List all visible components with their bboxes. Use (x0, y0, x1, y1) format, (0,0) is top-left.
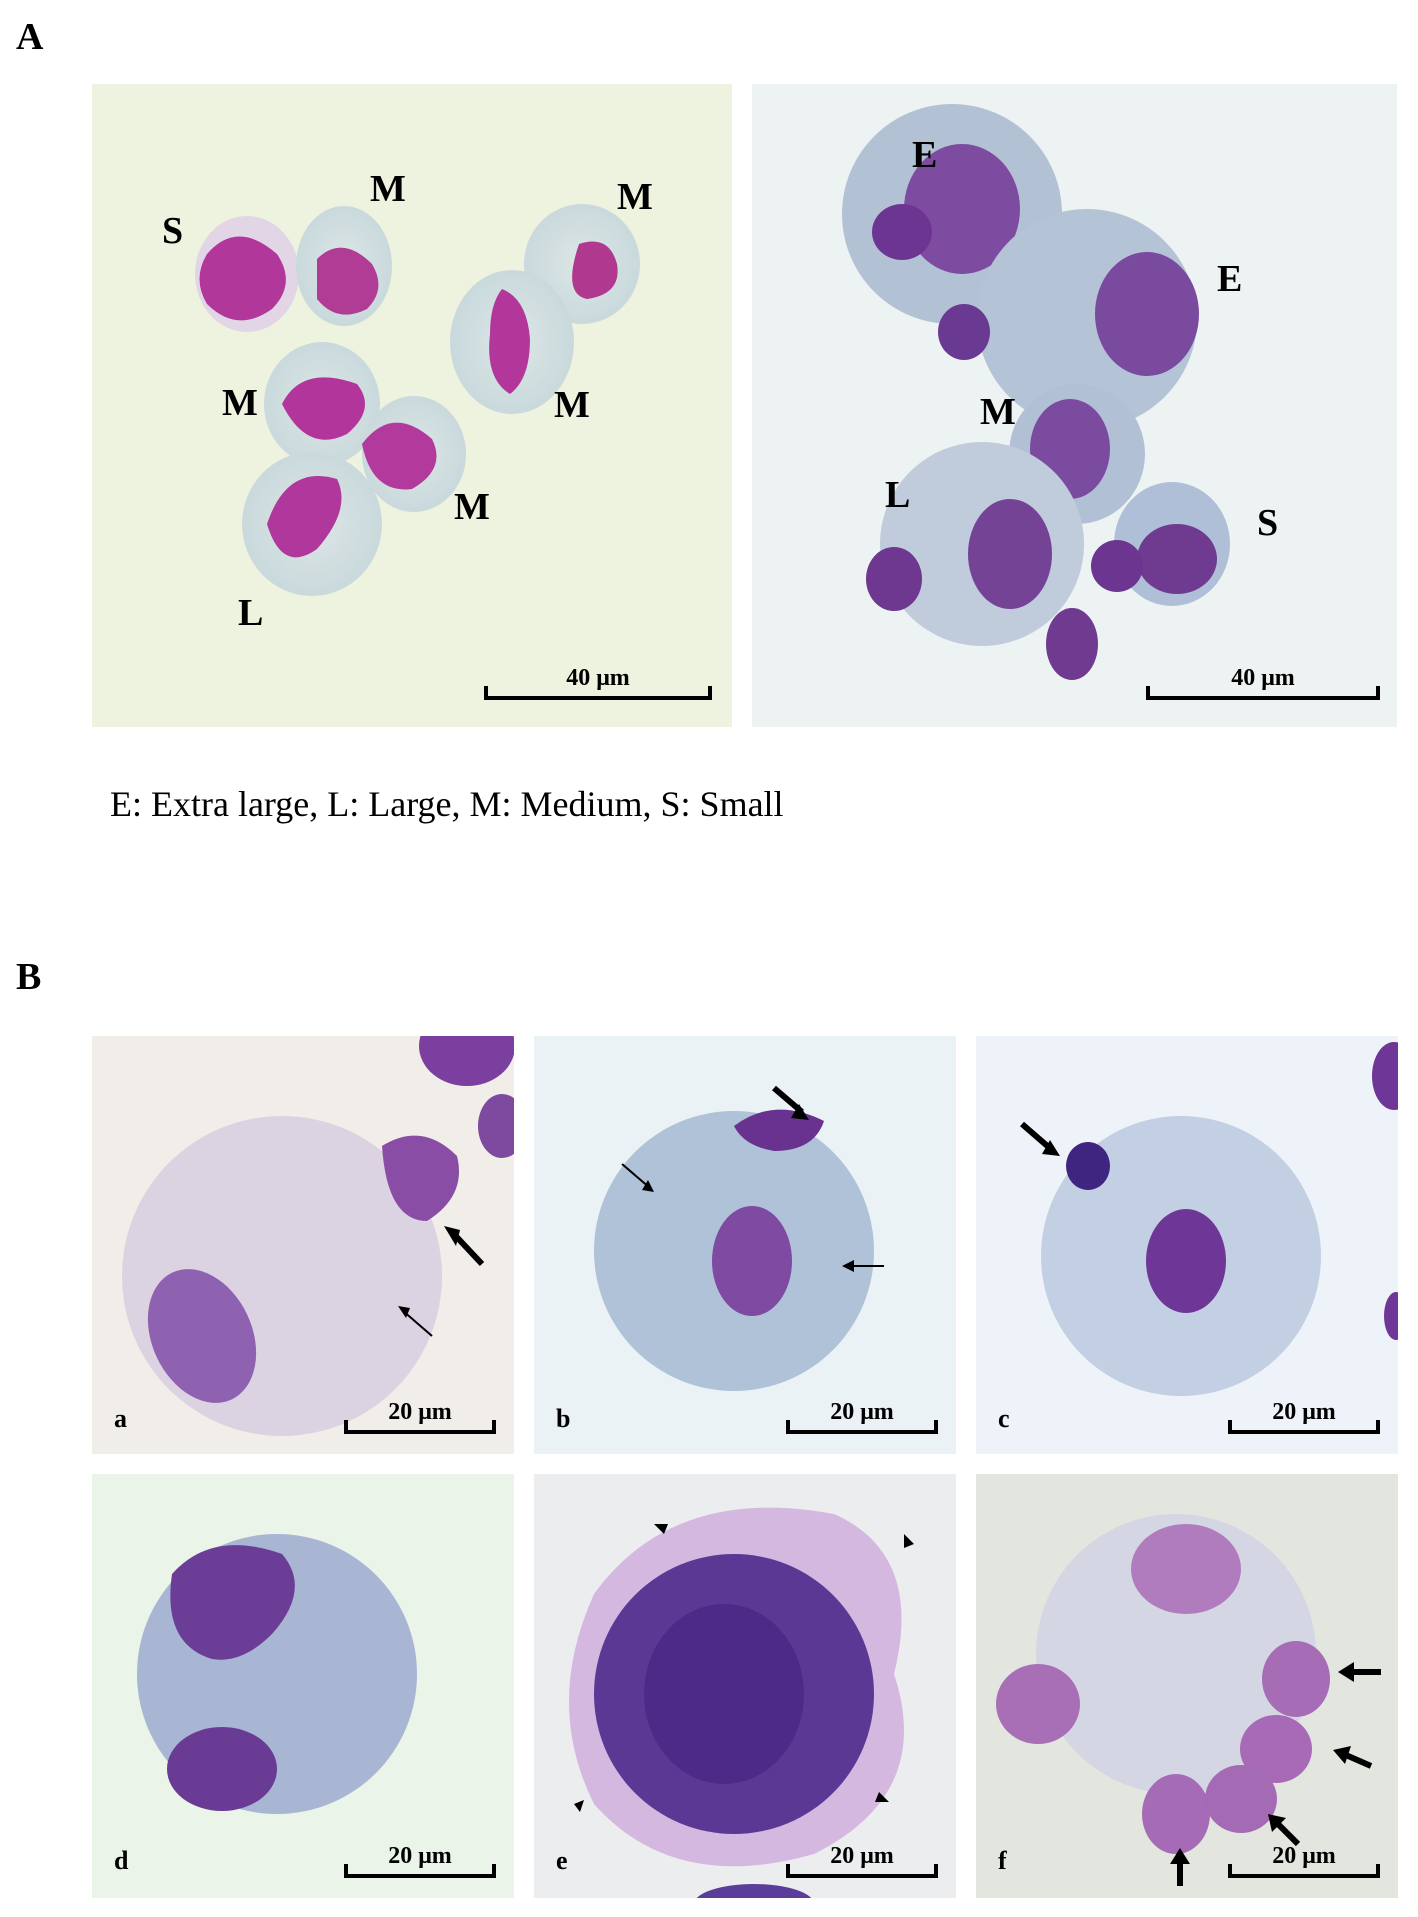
cell-label-m: M (370, 168, 406, 210)
micrograph-a-left: S M M M M M L 40 μm (92, 84, 732, 727)
micrograph-b-a-image (122, 1036, 514, 1436)
micrograph-b-b: b 20 μm (534, 1036, 956, 1454)
cell-label-e: E (1217, 258, 1243, 300)
scale-bar-label: 20 μm (830, 1843, 894, 1869)
panel-label-e: e (556, 1846, 568, 1875)
cell-label-m: M (454, 486, 490, 528)
scale-bar-label: 20 μm (388, 1843, 452, 1869)
micrograph-b-e-image (569, 1507, 914, 1898)
scale-bar-label: 20 μm (388, 1399, 452, 1425)
micrograph-b-f: f 20 μm (976, 1474, 1398, 1898)
scale-bar-label: 20 μm (1272, 1399, 1336, 1425)
cell-label-s: S (1257, 502, 1279, 544)
micrograph-b-a: a 20 μm (92, 1036, 514, 1454)
micrograph-b-d: d 20 μm (92, 1474, 514, 1898)
scale-bar: 20 μm (1228, 1844, 1380, 1878)
cell-label-e: E (912, 134, 938, 176)
section-label-b: B (16, 956, 42, 998)
panel-label-c: c (998, 1404, 1010, 1433)
cell-label-m: M (222, 382, 258, 424)
cell-label-l: L (238, 592, 264, 634)
micrograph-a-right-image (842, 104, 1230, 680)
scale-bar: 40 μm (1146, 666, 1380, 700)
cell-label-l: L (885, 474, 911, 516)
micrograph-b-b-image (594, 1085, 884, 1391)
scale-bar-line (344, 1420, 496, 1434)
micrograph-b-d-image (137, 1534, 417, 1814)
scale-bar-line (786, 1420, 938, 1434)
cell-label-s: S (162, 210, 184, 252)
panel-label-a: a (114, 1404, 127, 1433)
scale-bar: 20 μm (1228, 1400, 1380, 1434)
scale-bar-line (786, 1864, 938, 1878)
scale-bar: 20 μm (344, 1400, 496, 1434)
scale-bar-line (344, 1864, 496, 1878)
panel-label-d: d (114, 1846, 129, 1875)
micrograph-b-e: e 20 μm (534, 1474, 956, 1898)
scale-bar-label: 20 μm (1272, 1843, 1336, 1869)
scale-bar: 20 μm (344, 1844, 496, 1878)
section-label-a: A (16, 16, 44, 58)
scale-bar-line (1228, 1864, 1380, 1878)
micrograph-b-f-image (996, 1514, 1381, 1886)
micrograph-b-c: c 20 μm (976, 1036, 1398, 1454)
panel-label-b: b (556, 1404, 571, 1433)
scale-bar-line (1228, 1420, 1380, 1434)
scale-bar-line (1146, 686, 1380, 700)
scale-bar-label: 40 μm (1231, 665, 1295, 691)
scale-bar: 40 μm (484, 666, 712, 700)
scale-bar: 20 μm (786, 1400, 938, 1434)
scale-bar-line (484, 686, 712, 700)
scale-bar-label: 40 μm (566, 665, 630, 691)
micrograph-a-left-image (195, 204, 640, 596)
cell-label-m: M (554, 384, 590, 426)
size-legend: E: Extra large, L: Large, M: Medium, S: … (110, 784, 784, 824)
scale-bar: 20 μm (786, 1844, 938, 1878)
cell-label-m: M (980, 391, 1016, 433)
micrograph-a-right: E E M L S 40 μm (752, 84, 1397, 727)
micrograph-b-c-image (1020, 1042, 1398, 1396)
scale-bar-label: 20 μm (830, 1399, 894, 1425)
panel-label-f: f (998, 1846, 1007, 1875)
cell-label-m: M (617, 176, 653, 218)
